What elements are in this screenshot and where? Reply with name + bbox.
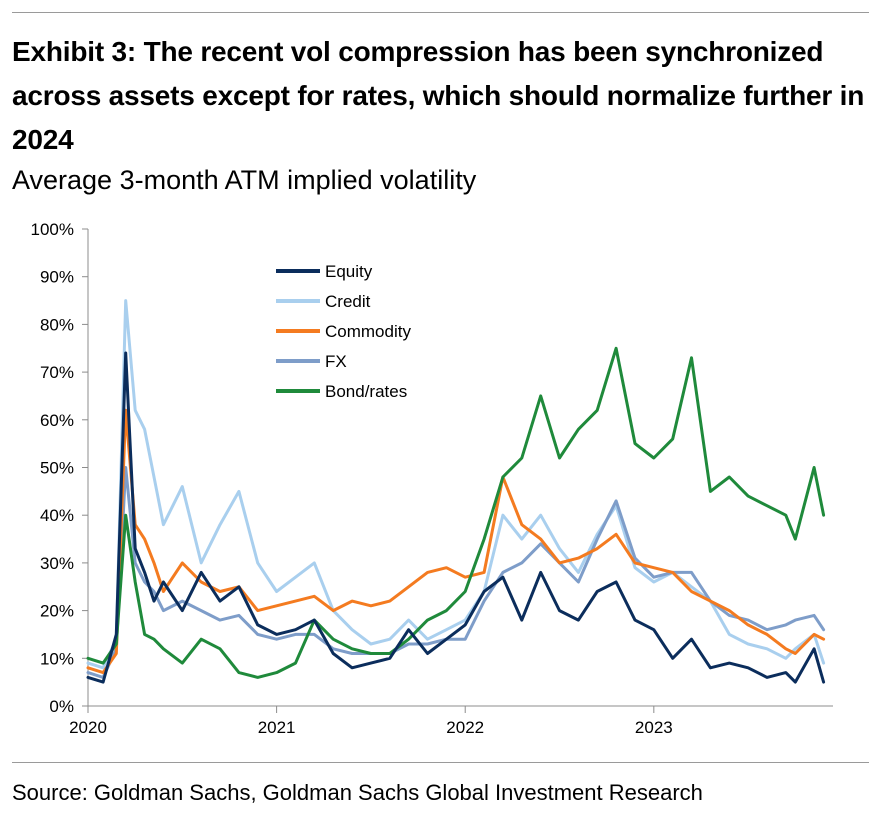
series-layer [86,299,826,684]
y-tick-label: 10% [40,649,74,668]
y-tick-label: 40% [40,506,74,525]
series-bond-rates [86,346,826,679]
y-tick-label: 60% [40,411,74,430]
legend: Equity Credit Commodity FX Bond/rates [276,262,411,401]
series-equity [86,351,826,684]
y-tick-label: 0% [49,697,74,716]
y-tick-label: 80% [40,315,74,334]
series-line-equity [86,351,826,684]
top-rule [12,12,869,13]
y-tick-label: 100% [31,220,74,239]
legend-item-commodity: Commodity [276,322,411,341]
chart-subtitle: Average 3-month ATM implied volatility [12,165,477,195]
series-line-bond-rates [86,346,826,679]
legend-label: FX [325,352,347,371]
x-tick-label: 2022 [446,718,484,737]
x-tick-label: 2020 [69,718,107,737]
x-axis: 2020 2021 2022 2023 [69,706,673,737]
y-tick-label: 90% [40,268,74,287]
y-tick-label: 70% [40,363,74,382]
y-axis: 0% 10% 20% 30% 40% 50% 60% 70% 80% 90% 100% [31,220,88,716]
source-note: Source: Goldman Sachs, Goldman Sachs Glo… [12,780,703,805]
legend-label: Bond/rates [325,382,407,401]
legend-item-credit: Credit [276,292,371,311]
legend-item-fx: FX [276,352,347,371]
legend-label: Equity [325,262,373,281]
series-credit [86,299,826,670]
legend-item-equity: Equity [276,262,373,281]
series-line-fx [86,466,826,679]
series-line-credit [86,299,826,670]
y-tick-label: 50% [40,459,74,478]
legend-label: Credit [325,292,371,311]
legend-label: Commodity [325,322,411,341]
y-tick-label: 20% [40,602,74,621]
chart-title: Exhibit 3: The recent vol compression ha… [12,36,865,155]
implied-volatility-line-chart: 0%10%20%30%40%50%60%70%80%90%100% 2020 20… [31,220,833,737]
plot-frame [87,229,833,707]
x-tick-label: 2021 [258,718,296,737]
x-tick-label: 2023 [635,718,673,737]
y-tick-label: 30% [40,554,74,573]
legend-item-bond-rates: Bond/rates [276,382,407,401]
bottom-rule [12,762,869,763]
